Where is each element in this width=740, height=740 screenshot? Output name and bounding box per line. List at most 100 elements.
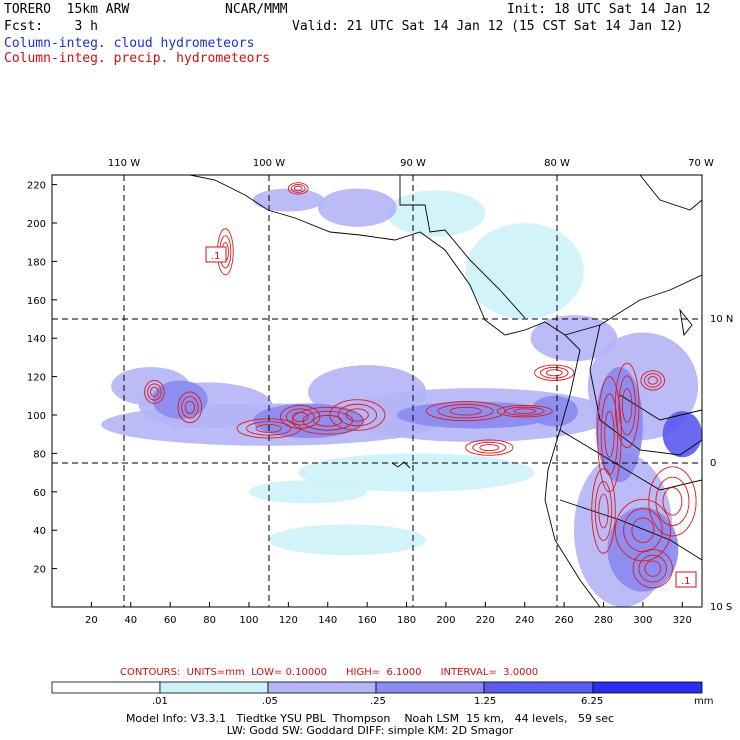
precip-contour [591, 468, 616, 554]
x-tick-label: 260 [555, 615, 574, 626]
precip-contour [285, 408, 315, 426]
lat-labels: 10 N 0 10 S [710, 314, 733, 613]
precip-contour [479, 444, 500, 452]
x-tick-label: 20 [85, 615, 98, 626]
cloud-hydrometeor-area [396, 401, 555, 429]
precip-contour [290, 183, 306, 193]
precip-contour [313, 414, 343, 427]
precip-contour [632, 548, 673, 589]
cloud-hydrometeor-area [252, 188, 324, 212]
precip-contour [618, 375, 636, 436]
y-tick-label: 200 [27, 219, 46, 230]
cloud-hydrometeor-area [268, 524, 427, 556]
precip-contour [465, 439, 514, 456]
colorbar-unit: mm [694, 696, 714, 707]
precip-contour [472, 441, 507, 454]
colorbar-label: .25 [370, 696, 386, 707]
lon-label: 80 W [544, 158, 570, 169]
precip-contour [644, 373, 662, 388]
init-time: Init: 18 UTC Sat 14 Jan 12 [507, 2, 711, 17]
model-info-line1: Model Info: V3.3.1 Tiedtke YSU PBL Thomp… [125, 712, 615, 725]
precip-contour [604, 410, 615, 458]
lon-label: 90 W [400, 158, 426, 169]
x-tick-label: 320 [673, 615, 692, 626]
precip-contour [280, 404, 321, 429]
precip-contour [329, 399, 386, 431]
precip-contour [640, 370, 666, 391]
precip-contour [540, 366, 569, 379]
x-tick-label: 140 [318, 615, 337, 626]
precip-contour [614, 362, 640, 449]
precip-contour [631, 517, 655, 543]
y-tick-label: 160 [27, 296, 46, 307]
precip-contour [638, 554, 667, 583]
contour-caption: CONTOURS: UNITS=mm LOW= 0.10000 HIGH= 6.… [120, 667, 539, 678]
contour-box-label: .1 [205, 246, 227, 263]
precip-contour [291, 411, 309, 422]
field-title-precip: Column-integ. precip. hydrometeors [4, 51, 271, 66]
precip-contour [621, 388, 633, 423]
lon-label: 110 W [108, 158, 140, 169]
colorbar-label: 1.25 [474, 696, 497, 707]
model-name: TORERO 15km ARW [4, 2, 130, 17]
precip-contour [534, 364, 575, 381]
plot-frame [51, 174, 703, 608]
y-tick-label: 80 [33, 449, 46, 460]
precip-contour [504, 406, 545, 416]
x-tick-label: 160 [358, 615, 377, 626]
precip-contour [647, 376, 658, 385]
lat-label: 10 S [710, 602, 732, 613]
precip-contour [496, 404, 553, 418]
precip-contour [291, 406, 364, 435]
cloud-hydrometeor-area [386, 190, 486, 237]
precip-contour [545, 369, 563, 377]
x-tick-label: 200 [436, 615, 455, 626]
cloud-hydrometeor-area [317, 188, 397, 227]
y-tick-label: 180 [27, 257, 46, 268]
precip-contour [513, 408, 537, 414]
cloud-hydrometeor-area [248, 480, 368, 504]
y-tick-label: 40 [33, 526, 46, 537]
precip-contour [648, 466, 697, 537]
field-title-cloud: Column-integ. cloud hydrometeors [4, 36, 255, 51]
y-tick-label: 140 [27, 334, 46, 345]
precip-contour [662, 487, 683, 516]
graticule [52, 175, 702, 607]
x-tick-label: 280 [594, 615, 613, 626]
lon-labels: 110 W 100 W 90 W 80 W 70 W [108, 158, 714, 169]
precip-contour [614, 499, 671, 562]
precip-contour [255, 424, 282, 433]
box-label-1: .1 [211, 251, 221, 262]
coastlines [189, 175, 702, 607]
colorbar [51, 681, 703, 694]
box-label-2: .1 [681, 576, 691, 587]
precip-contour [655, 476, 690, 527]
precip-contour [147, 383, 162, 401]
lon-label: 70 W [688, 158, 714, 169]
colorbar-label: .05 [262, 696, 278, 707]
cloud-hydrometeor-area [308, 365, 427, 419]
contour-box-label: .1 [675, 571, 697, 588]
precip-contour [437, 403, 494, 419]
lat-label: 10 N [710, 314, 733, 325]
x-tick-label: 100 [239, 615, 258, 626]
precip-contour [177, 391, 203, 424]
precip-contour [144, 379, 165, 404]
x-tick-label: 180 [397, 615, 416, 626]
precip-contour [293, 185, 303, 192]
x-tick-label: 120 [279, 615, 298, 626]
x-tick-label: 220 [476, 615, 495, 626]
x-tick-label: 60 [164, 615, 177, 626]
precip-contour [594, 480, 613, 542]
y-tick-label: 60 [33, 488, 46, 499]
precip-contour [337, 403, 378, 427]
cloud-hydrometeor-area [465, 223, 584, 319]
y-tick-label: 220 [27, 181, 46, 192]
lat-label: 0 [710, 458, 716, 469]
precip-contour [644, 560, 662, 577]
precip-contour [598, 493, 609, 529]
cloud-hydrometeor-area [530, 395, 578, 427]
precip-contour [150, 386, 159, 398]
x-tick-label: 300 [633, 615, 652, 626]
